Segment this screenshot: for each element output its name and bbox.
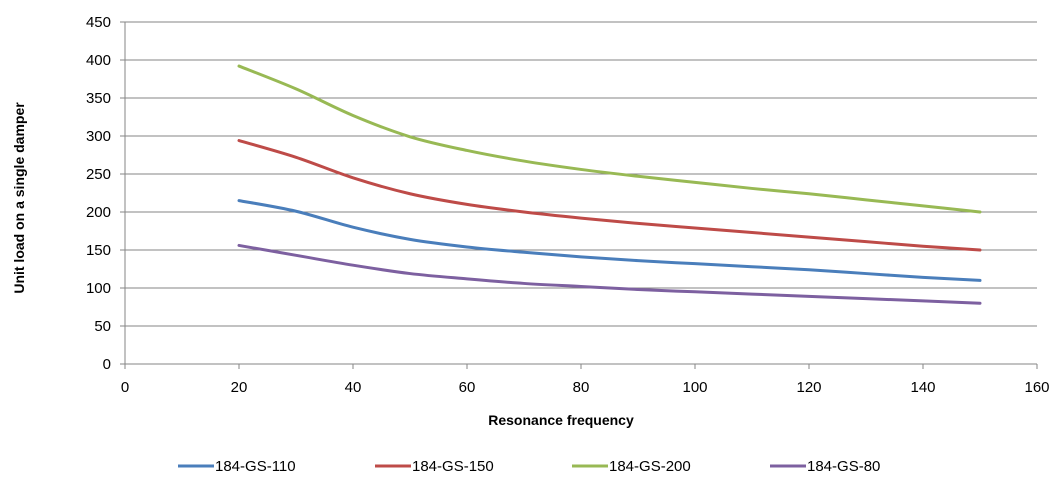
y-tick-label: 400 (86, 52, 111, 69)
y-tick-label: 450 (86, 14, 111, 31)
axes: 0 50 100 150 200 250 300 350 400 450 0 20 40 60 80 100 1… (86, 14, 1050, 396)
x-tick-label: 160 (1024, 379, 1049, 396)
y-tick-label: 300 (86, 128, 111, 145)
x-tick-label: 140 (910, 379, 935, 396)
y-tick-label: 100 (86, 280, 111, 297)
y-tick-label: 250 (86, 166, 111, 183)
legend-item: 184-GS-150 (375, 458, 494, 475)
x-tick-label: 20 (231, 379, 248, 396)
series-line-184-gs-200 (237, 64, 982, 214)
y-tick-label: 200 (86, 204, 111, 221)
legend-label: 184-GS-200 (609, 458, 691, 475)
y-tick-label: 350 (86, 90, 111, 107)
series-line-184-gs-110 (237, 199, 982, 282)
legend-label: 184-GS-150 (412, 458, 494, 475)
x-tick-label: 0 (121, 379, 129, 396)
gridlines (125, 21, 1037, 327)
y-tick-label: 150 (86, 242, 111, 259)
series-line-184-gs-80 (237, 243, 982, 305)
x-tick-label: 60 (459, 379, 476, 396)
legend-item: 184-GS-80 (770, 458, 880, 475)
x-tick-label: 40 (345, 379, 362, 396)
legend-item: 184-GS-200 (572, 458, 691, 475)
series-lines (237, 64, 982, 305)
legend-label: 184-GS-110 (215, 458, 296, 475)
y-tick-label: 0 (103, 356, 111, 373)
x-axis-title: Resonance frequency (488, 412, 634, 428)
y-tick-label: 50 (94, 318, 111, 335)
x-tick-label: 120 (796, 379, 821, 396)
x-tick-label: 80 (573, 379, 590, 396)
x-tick-label: 100 (682, 379, 707, 396)
legend: 184-GS-110 184-GS-150 184-GS-200 184-GS-80 (178, 458, 880, 475)
series-line-184-gs-150 (237, 139, 982, 252)
legend-label: 184-GS-80 (807, 458, 880, 475)
legend-item: 184-GS-110 (178, 458, 296, 475)
y-axis-title: Unit load on a single damper (11, 102, 27, 294)
